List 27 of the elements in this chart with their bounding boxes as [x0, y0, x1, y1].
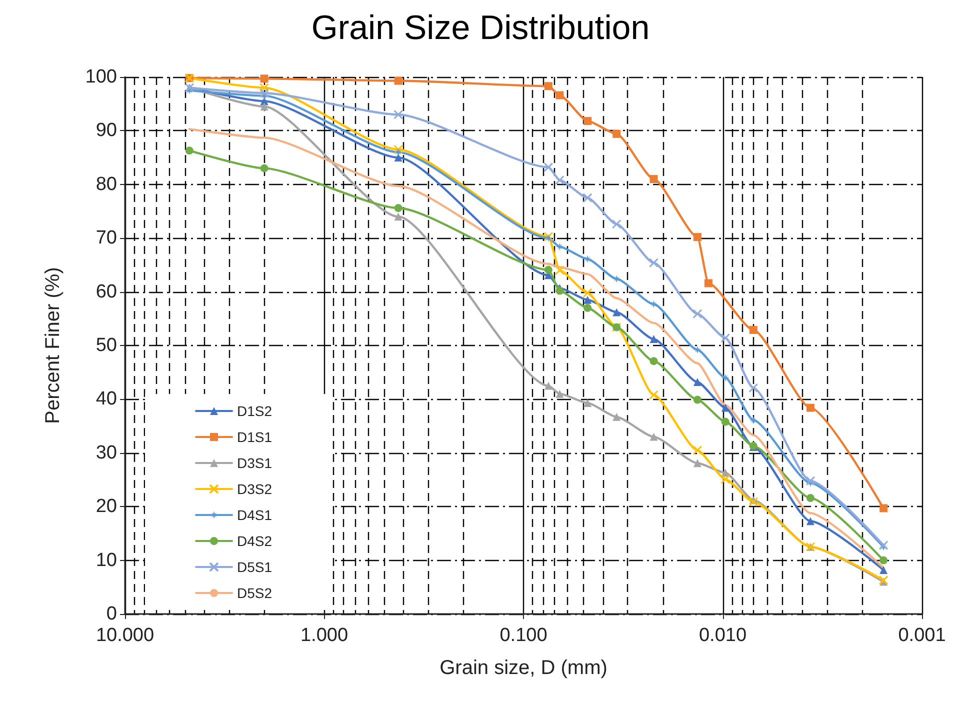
legend-label: D4S2 — [237, 533, 272, 549]
y-tick-label: 90 — [96, 120, 117, 142]
y-axis-title: Percent Finer (%) — [42, 267, 64, 424]
y-tick-label: 30 — [96, 442, 117, 464]
y-tick-label: 20 — [96, 496, 117, 518]
y-tick-label: 0 — [106, 604, 117, 624]
y-tick-label: 80 — [96, 174, 117, 195]
legend-label: D3S1 — [237, 455, 272, 471]
legend-label: D5S1 — [237, 559, 272, 575]
legend-label: D1S2 — [237, 403, 272, 419]
y-tick-label: 60 — [96, 281, 117, 302]
x-tick-label: 0.010 — [698, 625, 747, 646]
legend-label: D3S2 — [237, 481, 272, 497]
legend-label: D5S2 — [237, 585, 272, 601]
y-tick-label: 40 — [96, 388, 117, 410]
x-tick-label: 1.000 — [300, 625, 348, 646]
y-tick-label: 100 — [85, 66, 117, 88]
x-tick-label: 0.100 — [500, 625, 548, 646]
legend-label: D1S1 — [237, 429, 272, 445]
x-axis-title: Grain size, D (mm) — [440, 657, 608, 679]
x-tick-label: 10.000 — [96, 625, 154, 646]
y-tick-label: 50 — [96, 335, 117, 356]
chart-title: Grain Size Distribution — [311, 9, 650, 47]
x-tick-label: 0.001 — [898, 625, 946, 646]
y-tick-label: 70 — [96, 228, 117, 249]
y-tick-label: 10 — [96, 550, 117, 571]
legend-label: D4S1 — [237, 507, 272, 523]
